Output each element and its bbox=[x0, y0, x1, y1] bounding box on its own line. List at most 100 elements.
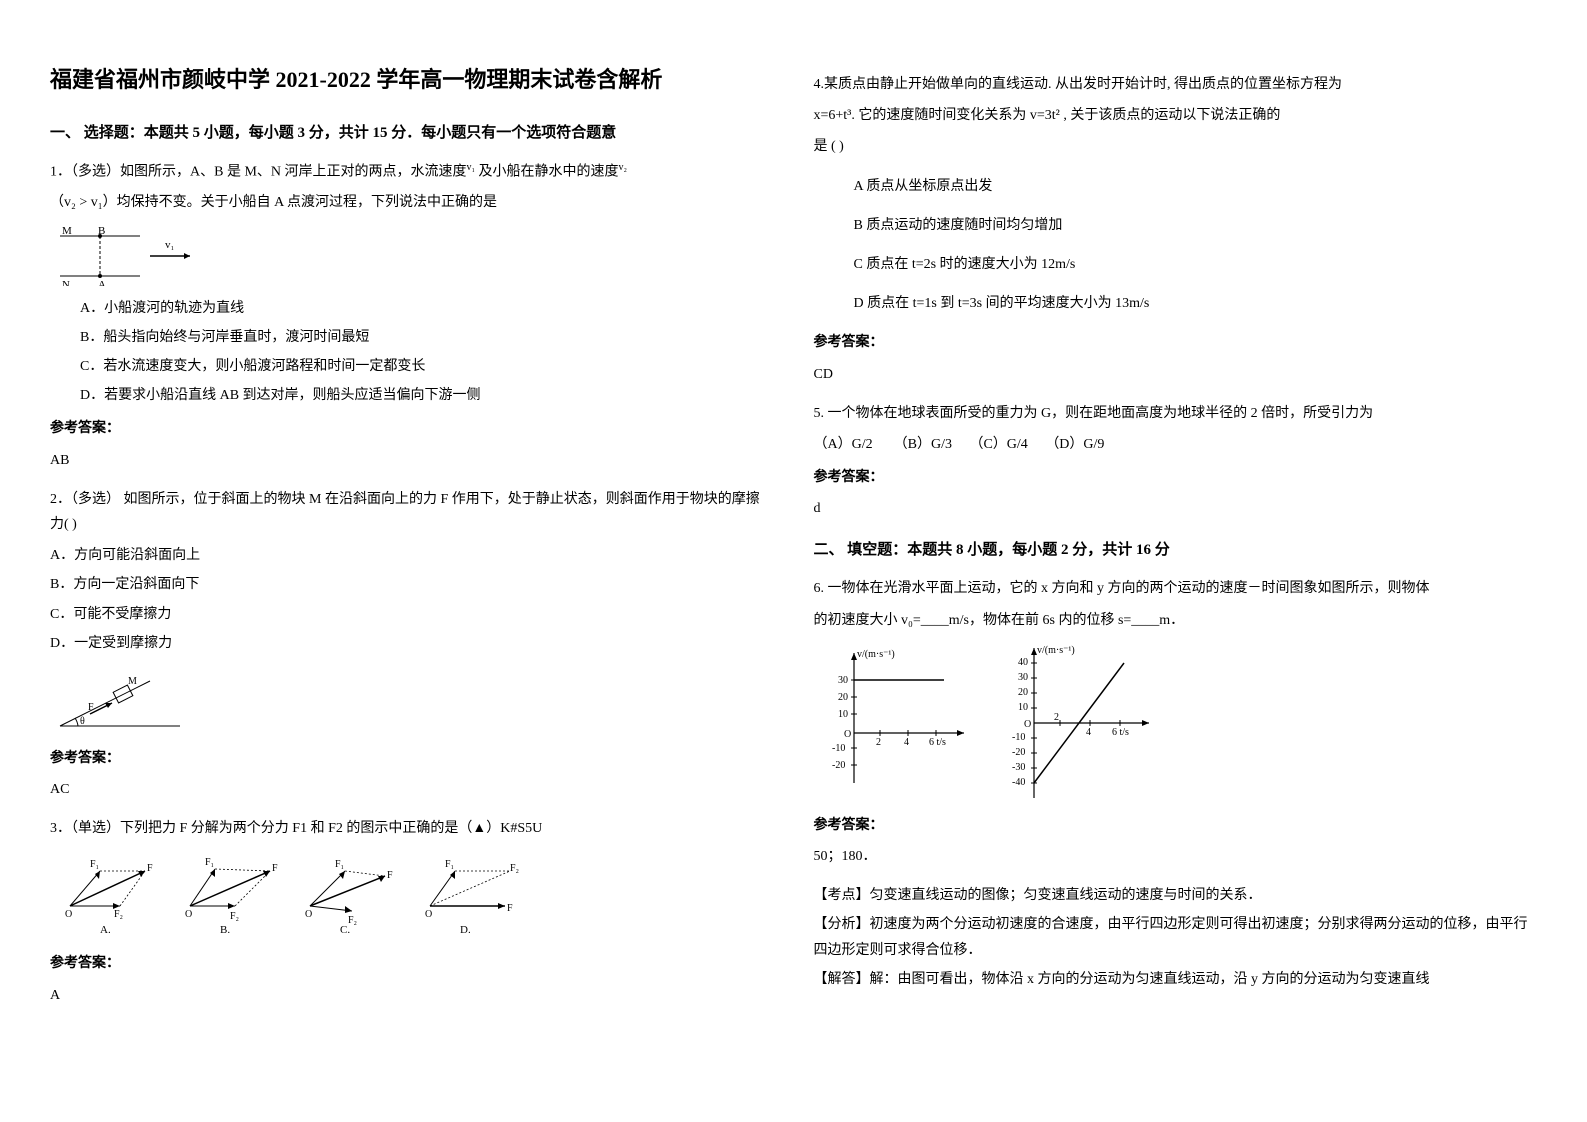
q5-opt-b: （B）G/3 bbox=[894, 437, 952, 452]
incline-svg: θ M F bbox=[50, 666, 190, 736]
q2-opt-a: A．方向可能沿斜面向上 bbox=[50, 543, 774, 568]
q2-answer: AC bbox=[50, 777, 774, 802]
q1-text-line2: （v₂ > v₁）均保持不变。关于小船自 A 点渡河过程，下列说法中正确的是 bbox=[50, 190, 774, 215]
svg-text:v/(m·s⁻¹): v/(m·s⁻¹) bbox=[857, 649, 895, 660]
force-decomp-diagram: O F₁ F F₂ A. O F₁ bbox=[50, 851, 774, 941]
svg-text:F₂: F₂ bbox=[114, 909, 123, 920]
q2-text: 2．（多选） 如图所示，位于斜面上的物块 M 在沿斜面向上的力 F 作用下，处于… bbox=[50, 487, 774, 537]
svg-text:F₁: F₁ bbox=[335, 859, 344, 870]
q6-kp-label: 【考点】 bbox=[814, 888, 870, 903]
svg-text:F₁: F₁ bbox=[205, 857, 214, 868]
q1-v2gtv1: v₂ > v₁ bbox=[64, 195, 103, 210]
vt-svg: v/(m·s⁻¹) 30 20 10 O -10 -20 2 4 6 t/s bbox=[814, 643, 1174, 803]
left-column: 福建省福州市颜岐中学 2021-2022 学年高一物理期末试卷含解析 一、 选择… bbox=[50, 60, 774, 1062]
q6-answer-label: 参考答案： bbox=[814, 813, 1538, 838]
q1-text-d: ）均保持不变。关于小船自 A 点渡河过程，下列说法中正确的是 bbox=[103, 195, 497, 210]
question-1: 1．（多选）如图所示，A、B 是 M、N 河岸上正对的两点，水流速度v₁ 及小船… bbox=[50, 159, 774, 473]
q1-text-b: 及小船在静水中的速度 bbox=[479, 164, 619, 179]
svg-text:F: F bbox=[272, 863, 278, 874]
decomp-d: O F₁ F₂ F D. bbox=[425, 859, 519, 936]
decomp-c: O F₁ F F₂ C. bbox=[305, 859, 393, 936]
q6-an: 【分析】初速度为两个分运动初速度的合速度，由平行四边形定则可得出初速度；分别求得… bbox=[814, 912, 1538, 962]
force-decomp-svg: O F₁ F F₂ A. O F₁ bbox=[50, 851, 530, 941]
q1-text-a: 1．（多选）如图所示，A、B 是 M、N 河岸上正对的两点，水流速度 bbox=[50, 164, 467, 179]
svg-text:D.: D. bbox=[460, 924, 471, 936]
svg-text:40: 40 bbox=[1018, 657, 1028, 668]
q1-options: A．小船渡河的轨迹为直线 B．船头指向始终与河岸垂直时，渡河时间最短 C．若水流… bbox=[80, 296, 774, 409]
q1-answer-label: 参考答案： bbox=[50, 416, 774, 441]
svg-text:F₂: F₂ bbox=[510, 863, 519, 874]
decomp-b: O F₁ F F₂ B. bbox=[185, 857, 278, 936]
q4-answer: CD bbox=[814, 362, 1538, 387]
q2-opt-d: D．一定受到摩擦力 bbox=[50, 631, 774, 656]
svg-text:O: O bbox=[305, 909, 312, 920]
q4-text-b: x=6+t³. 它的速度随时间变化关系为 v=3t² , 关于该质点的运动以下说… bbox=[814, 103, 1538, 128]
q6-kp-text: 匀变速直线运动的图像；匀变速直线运动的速度与时间的关系． bbox=[870, 888, 1262, 903]
incline-m: M bbox=[128, 676, 137, 687]
svg-text:F₁: F₁ bbox=[90, 859, 99, 870]
svg-text:O: O bbox=[1024, 719, 1031, 730]
svg-text:v/(m·s⁻¹): v/(m·s⁻¹) bbox=[1037, 645, 1075, 656]
q1-text-c: （ bbox=[50, 195, 64, 210]
svg-text:O: O bbox=[844, 729, 851, 740]
q4-opt-d: D 质点在 t=1s 到 t=3s 间的平均速度大小为 13m/s bbox=[854, 291, 1538, 316]
svg-text:O: O bbox=[65, 909, 72, 920]
svg-text:-40: -40 bbox=[1012, 777, 1025, 788]
river-label-m: M bbox=[62, 226, 72, 237]
q4-opt-b: B 质点运动的速度随时间均匀增加 bbox=[854, 213, 1538, 238]
q1-opt-c: C．若水流速度变大，则小船渡河路程和时间一定都变长 bbox=[80, 354, 774, 379]
svg-text:A.: A. bbox=[100, 924, 111, 936]
incline-theta: θ bbox=[80, 716, 85, 727]
q5-options: （A）G/2 （B）G/3 （C）G/4 （D）G/9 bbox=[814, 432, 1538, 457]
svg-text:O: O bbox=[185, 909, 192, 920]
q4-answer-label: 参考答案： bbox=[814, 330, 1538, 355]
q2-answer-label: 参考答案： bbox=[50, 746, 774, 771]
question-5: 5. 一个物体在地球表面所受的重力为 G，则在距地面高度为地球半径的 2 倍时，… bbox=[814, 401, 1538, 522]
q6-so: 【解答】解：由图可看出，物体沿 x 方向的分运动为匀速直线运动，沿 y 方向的分… bbox=[814, 967, 1538, 992]
q3-answer: A bbox=[50, 983, 774, 1008]
decomp-a: O F₁ F F₂ A. bbox=[65, 859, 153, 936]
q4-opt-a: A 质点从坐标原点出发 bbox=[854, 174, 1538, 199]
q3-text: 3．（单选）下列把力 F 分解为两个分力 F1 和 F2 的图示中正确的是（▲）… bbox=[50, 816, 774, 841]
q5-opt-c: （C）G/4 bbox=[969, 437, 1027, 452]
q6-text-a: 6. 一物体在光滑水平面上运动，它的 x 方向和 y 方向的两个运动的速度－时间… bbox=[814, 576, 1538, 601]
river-label-n: N bbox=[62, 279, 70, 286]
q5-answer-label: 参考答案： bbox=[814, 465, 1538, 490]
svg-text:F: F bbox=[387, 870, 393, 881]
svg-text:10: 10 bbox=[838, 709, 848, 720]
svg-text:2: 2 bbox=[1054, 712, 1059, 723]
q1-v2: v₂ bbox=[619, 162, 628, 173]
q6-an-label: 【分析】 bbox=[814, 917, 870, 932]
q4-opt-c: C 质点在 t=2s 时的速度大小为 12m/s bbox=[854, 252, 1538, 277]
svg-text:B.: B. bbox=[220, 924, 230, 936]
q1-opt-d: D．若要求小船沿直线 AB 到达对岸，则船头应适当偏向下游一侧 bbox=[80, 383, 774, 408]
question-4: 4.某质点由静止开始做单向的直线运动. 从出发时开始计时, 得出质点的位置坐标方… bbox=[814, 72, 1538, 387]
svg-text:-20: -20 bbox=[832, 760, 845, 771]
q6-kp: 【考点】匀变速直线运动的图像；匀变速直线运动的速度与时间的关系． bbox=[814, 883, 1538, 908]
svg-text:-10: -10 bbox=[832, 743, 845, 754]
q2-opt-b: B．方向一定沿斜面向下 bbox=[50, 572, 774, 597]
q6-so-text: 解：由图可看出，物体沿 x 方向的分运动为匀速直线运动，沿 y 方向的分运动为匀… bbox=[870, 972, 1430, 987]
svg-text:2: 2 bbox=[876, 737, 881, 748]
svg-text:30: 30 bbox=[838, 675, 848, 686]
q5-text: 5. 一个物体在地球表面所受的重力为 G，则在距地面高度为地球半径的 2 倍时，… bbox=[814, 401, 1538, 426]
exam-title: 福建省福州市颜岐中学 2021-2022 学年高一物理期末试卷含解析 bbox=[50, 60, 774, 100]
q1-opt-b: B．船头指向始终与河岸垂直时，渡河时间最短 bbox=[80, 325, 774, 350]
q6-text-b: 的初速度大小 v₀=____m/s，物体在前 6s 内的位移 s=____m． bbox=[814, 608, 1538, 633]
q2-opt-c: C．可能不受摩擦力 bbox=[50, 602, 774, 627]
svg-text:20: 20 bbox=[1018, 687, 1028, 698]
vt-right: v/(m·s⁻¹) 40 30 20 10 O -10 -20 -30 -40 … bbox=[1012, 645, 1149, 798]
svg-text:-30: -30 bbox=[1012, 762, 1025, 773]
q4-options: A 质点从坐标原点出发 B 质点运动的速度随时间均匀增加 C 质点在 t=2s … bbox=[854, 174, 1538, 317]
q4-text-a: 4.某质点由静止开始做单向的直线运动. 从出发时开始计时, 得出质点的位置坐标方… bbox=[814, 72, 1538, 97]
q5-opt-a: （A）G/2 bbox=[814, 437, 873, 452]
question-6: 6. 一物体在光滑水平面上运动，它的 x 方向和 y 方向的两个运动的速度－时间… bbox=[814, 576, 1538, 992]
incline-f: F bbox=[88, 702, 94, 713]
svg-text:O: O bbox=[425, 909, 432, 920]
q5-opt-d: （D）G/9 bbox=[1045, 437, 1104, 452]
section1-header: 一、 选择题：本题共 5 小题，每小题 3 分，共计 15 分．每小题只有一个选… bbox=[50, 120, 774, 147]
svg-text:F₂: F₂ bbox=[230, 911, 239, 922]
svg-text:10: 10 bbox=[1018, 702, 1028, 713]
vt-graphs: v/(m·s⁻¹) 30 20 10 O -10 -20 2 4 6 t/s bbox=[814, 643, 1538, 803]
q1-opt-a: A．小船渡河的轨迹为直线 bbox=[80, 296, 774, 321]
